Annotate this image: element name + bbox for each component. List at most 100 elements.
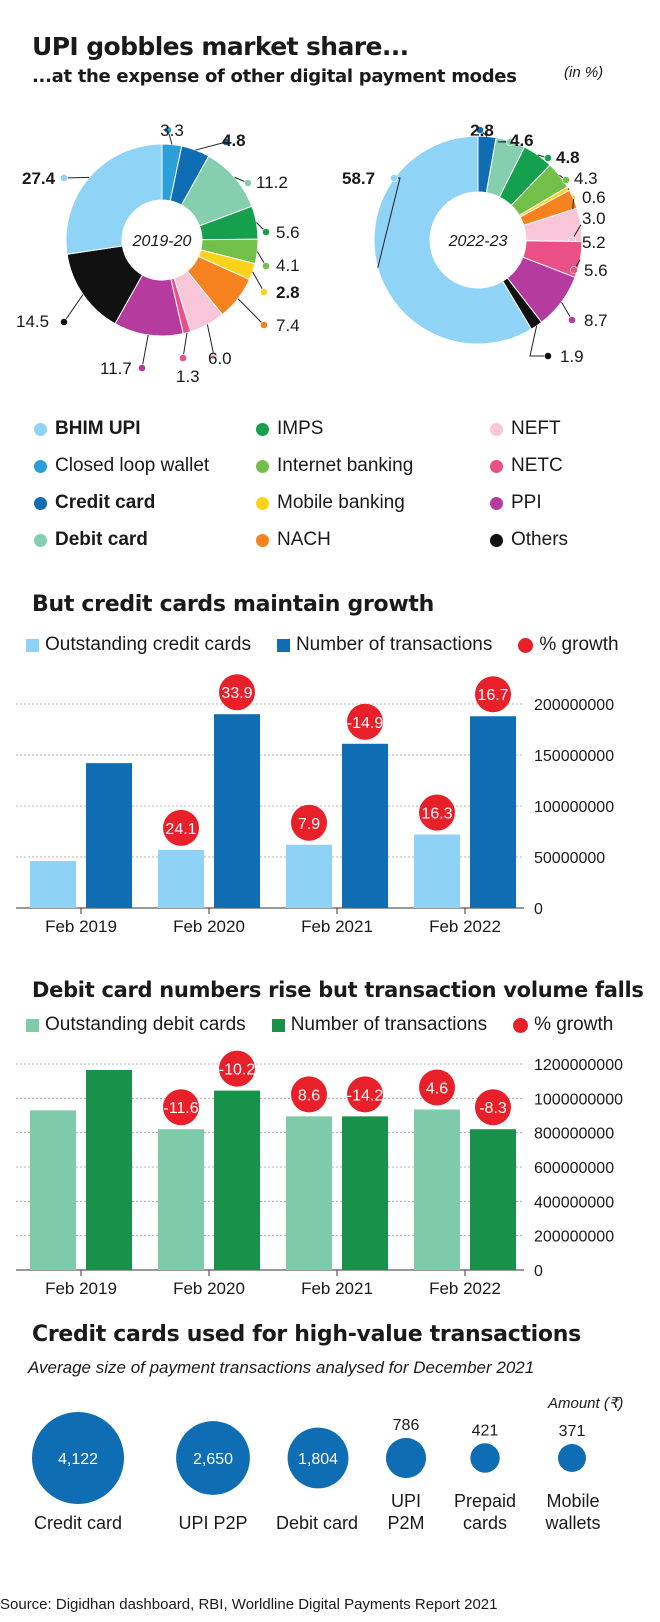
pie-label-group: 11.7	[100, 334, 149, 378]
pie-label-group: 5.6	[570, 259, 608, 280]
legend-label: IMPS	[277, 418, 324, 439]
donut-charts: 3.3 4.8 11.2 5.6 4.1 2.8 7.4 6.0 1.3 11.7 14.5 27.4…	[16, 121, 608, 386]
growth-label: -11.6	[163, 1100, 198, 1117]
growth-label: 24.1	[165, 821, 196, 838]
pie-value-label: 0.6	[582, 188, 606, 207]
bubble-label-line: P2M	[387, 1513, 425, 1533]
source-note: Source: Digidhan dashboard, RBI, Worldli…	[0, 1596, 498, 1613]
pie-value-label: 3.3	[160, 121, 184, 140]
pie-label-group: 4.3	[559, 169, 598, 188]
legend-swatch	[513, 1017, 529, 1033]
growth-label: -10.2	[219, 1062, 256, 1079]
pie-value-label: 3.0	[582, 209, 606, 228]
pie-value-label: 8.7	[584, 311, 608, 330]
bar-transactions	[470, 716, 516, 908]
bubble-chart: 4,122 2,650 1,804 786 421 371	[32, 1412, 586, 1504]
bubble-label-line: Prepaid	[453, 1491, 517, 1511]
bubble-label-prepaid: Prepaid cards	[450, 1490, 520, 1534]
bubble-value-label: 786	[393, 1417, 420, 1434]
bar-outstanding	[414, 834, 460, 908]
donut-center-label: 2022-23	[448, 233, 508, 250]
pie-value-label: 4.6	[510, 131, 534, 150]
y-tick-label: 0	[534, 901, 543, 918]
legend-item: BHIM UPI	[34, 418, 256, 440]
bubble-label-credit-card: Credit card	[33, 1513, 123, 1533]
value-bubble	[558, 1444, 586, 1472]
legend-item: Credit card	[34, 492, 256, 514]
bubble-label-line: wallets	[545, 1513, 601, 1533]
leader-dot	[544, 154, 552, 162]
legend-label: NEFT	[511, 418, 561, 439]
pie-label-group: 8.7	[561, 301, 608, 330]
y-tick-label: 600000000	[534, 1160, 614, 1177]
pie-label-group: 14.5	[16, 294, 84, 331]
bar-outstanding	[414, 1109, 460, 1270]
legend-label: Mobile banking	[277, 492, 405, 513]
leader-dot	[179, 354, 187, 362]
leader-dot	[476, 126, 484, 134]
pie-value-label: 5.6	[276, 223, 300, 242]
x-tick-label: Feb 2020	[173, 1279, 245, 1298]
legend-swatch	[276, 638, 290, 652]
leader-line	[195, 141, 227, 151]
value-bubble	[470, 1443, 500, 1473]
x-tick-label: Feb 2019	[45, 1279, 117, 1298]
legend-dot	[256, 422, 269, 436]
leader-dot	[222, 138, 230, 146]
leader-dot	[262, 228, 270, 236]
leader-dot	[60, 318, 68, 326]
leader-dot	[244, 179, 252, 187]
legend-swatch	[26, 638, 39, 652]
pie-value-label: 6.0	[208, 349, 232, 368]
growth-bubble	[475, 1089, 511, 1126]
pie-value-label: 5.2	[582, 233, 606, 252]
pie-label-group: 2.8	[252, 271, 300, 302]
legend-dot	[34, 459, 47, 473]
pie-label-group: 1.3	[176, 332, 200, 386]
bubble-unit: Amount (₹)	[548, 1395, 624, 1412]
legend-dot	[490, 533, 503, 547]
legend-dot	[34, 422, 47, 436]
bubble-label-line: UPI	[390, 1491, 421, 1511]
legend-item: Mobile banking	[256, 492, 490, 514]
bubble-label-wallets: Mobile wallets	[536, 1490, 610, 1534]
leader-dot	[506, 138, 514, 146]
pie-value-label: 11.2	[256, 173, 288, 192]
bar-transactions	[470, 1129, 516, 1270]
pie-value-label: 2.8	[276, 283, 300, 302]
bubble-label-line: Mobile	[546, 1491, 600, 1511]
leader-dot	[570, 266, 578, 274]
legend-item: IMPS	[256, 418, 490, 440]
y-tick-label: 100000000	[534, 799, 614, 816]
growth-label: -8.3	[479, 1100, 507, 1117]
y-tick-label: 800000000	[534, 1126, 614, 1143]
bubble-value-label: 4,122	[58, 1451, 98, 1468]
value-bubble	[32, 1412, 124, 1504]
pie-value-label: 2.8	[470, 121, 494, 140]
legend-label: PPI	[511, 492, 542, 513]
bar-outstanding	[158, 849, 204, 908]
value-bubble	[385, 1437, 427, 1479]
pie-label-group: 1.9	[529, 325, 584, 366]
legend-dot	[34, 496, 47, 510]
y-tick-label: 400000000	[534, 1194, 614, 1211]
value-bubble	[287, 1427, 349, 1489]
debit-chart-legend: Outstanding debit cards Number of transa…	[26, 1014, 639, 1036]
unit-label: (in %)	[564, 64, 604, 81]
legend-dot	[490, 459, 503, 473]
growth-bubble	[475, 676, 511, 713]
bar-outstanding	[158, 1129, 204, 1270]
y-tick-label: 150000000	[534, 748, 614, 765]
growth-bubble	[347, 1076, 383, 1113]
leader-dot	[568, 316, 576, 324]
leader-dot	[262, 262, 270, 270]
y-tick-label: 200000000	[534, 697, 614, 714]
leader-line	[63, 176, 90, 179]
donut-legend: BHIM UPI IMPS NEFT Closed loop wallet Intern…	[34, 418, 634, 551]
bubble-label-debit-card: Debit card	[275, 1513, 359, 1533]
pie-value-label: 4.1	[276, 256, 300, 275]
main-title: UPI gobbles market share...	[32, 32, 409, 61]
bar-transactions	[214, 714, 260, 908]
bubble-label-line: cards	[462, 1513, 507, 1533]
leader-dot	[138, 364, 146, 372]
